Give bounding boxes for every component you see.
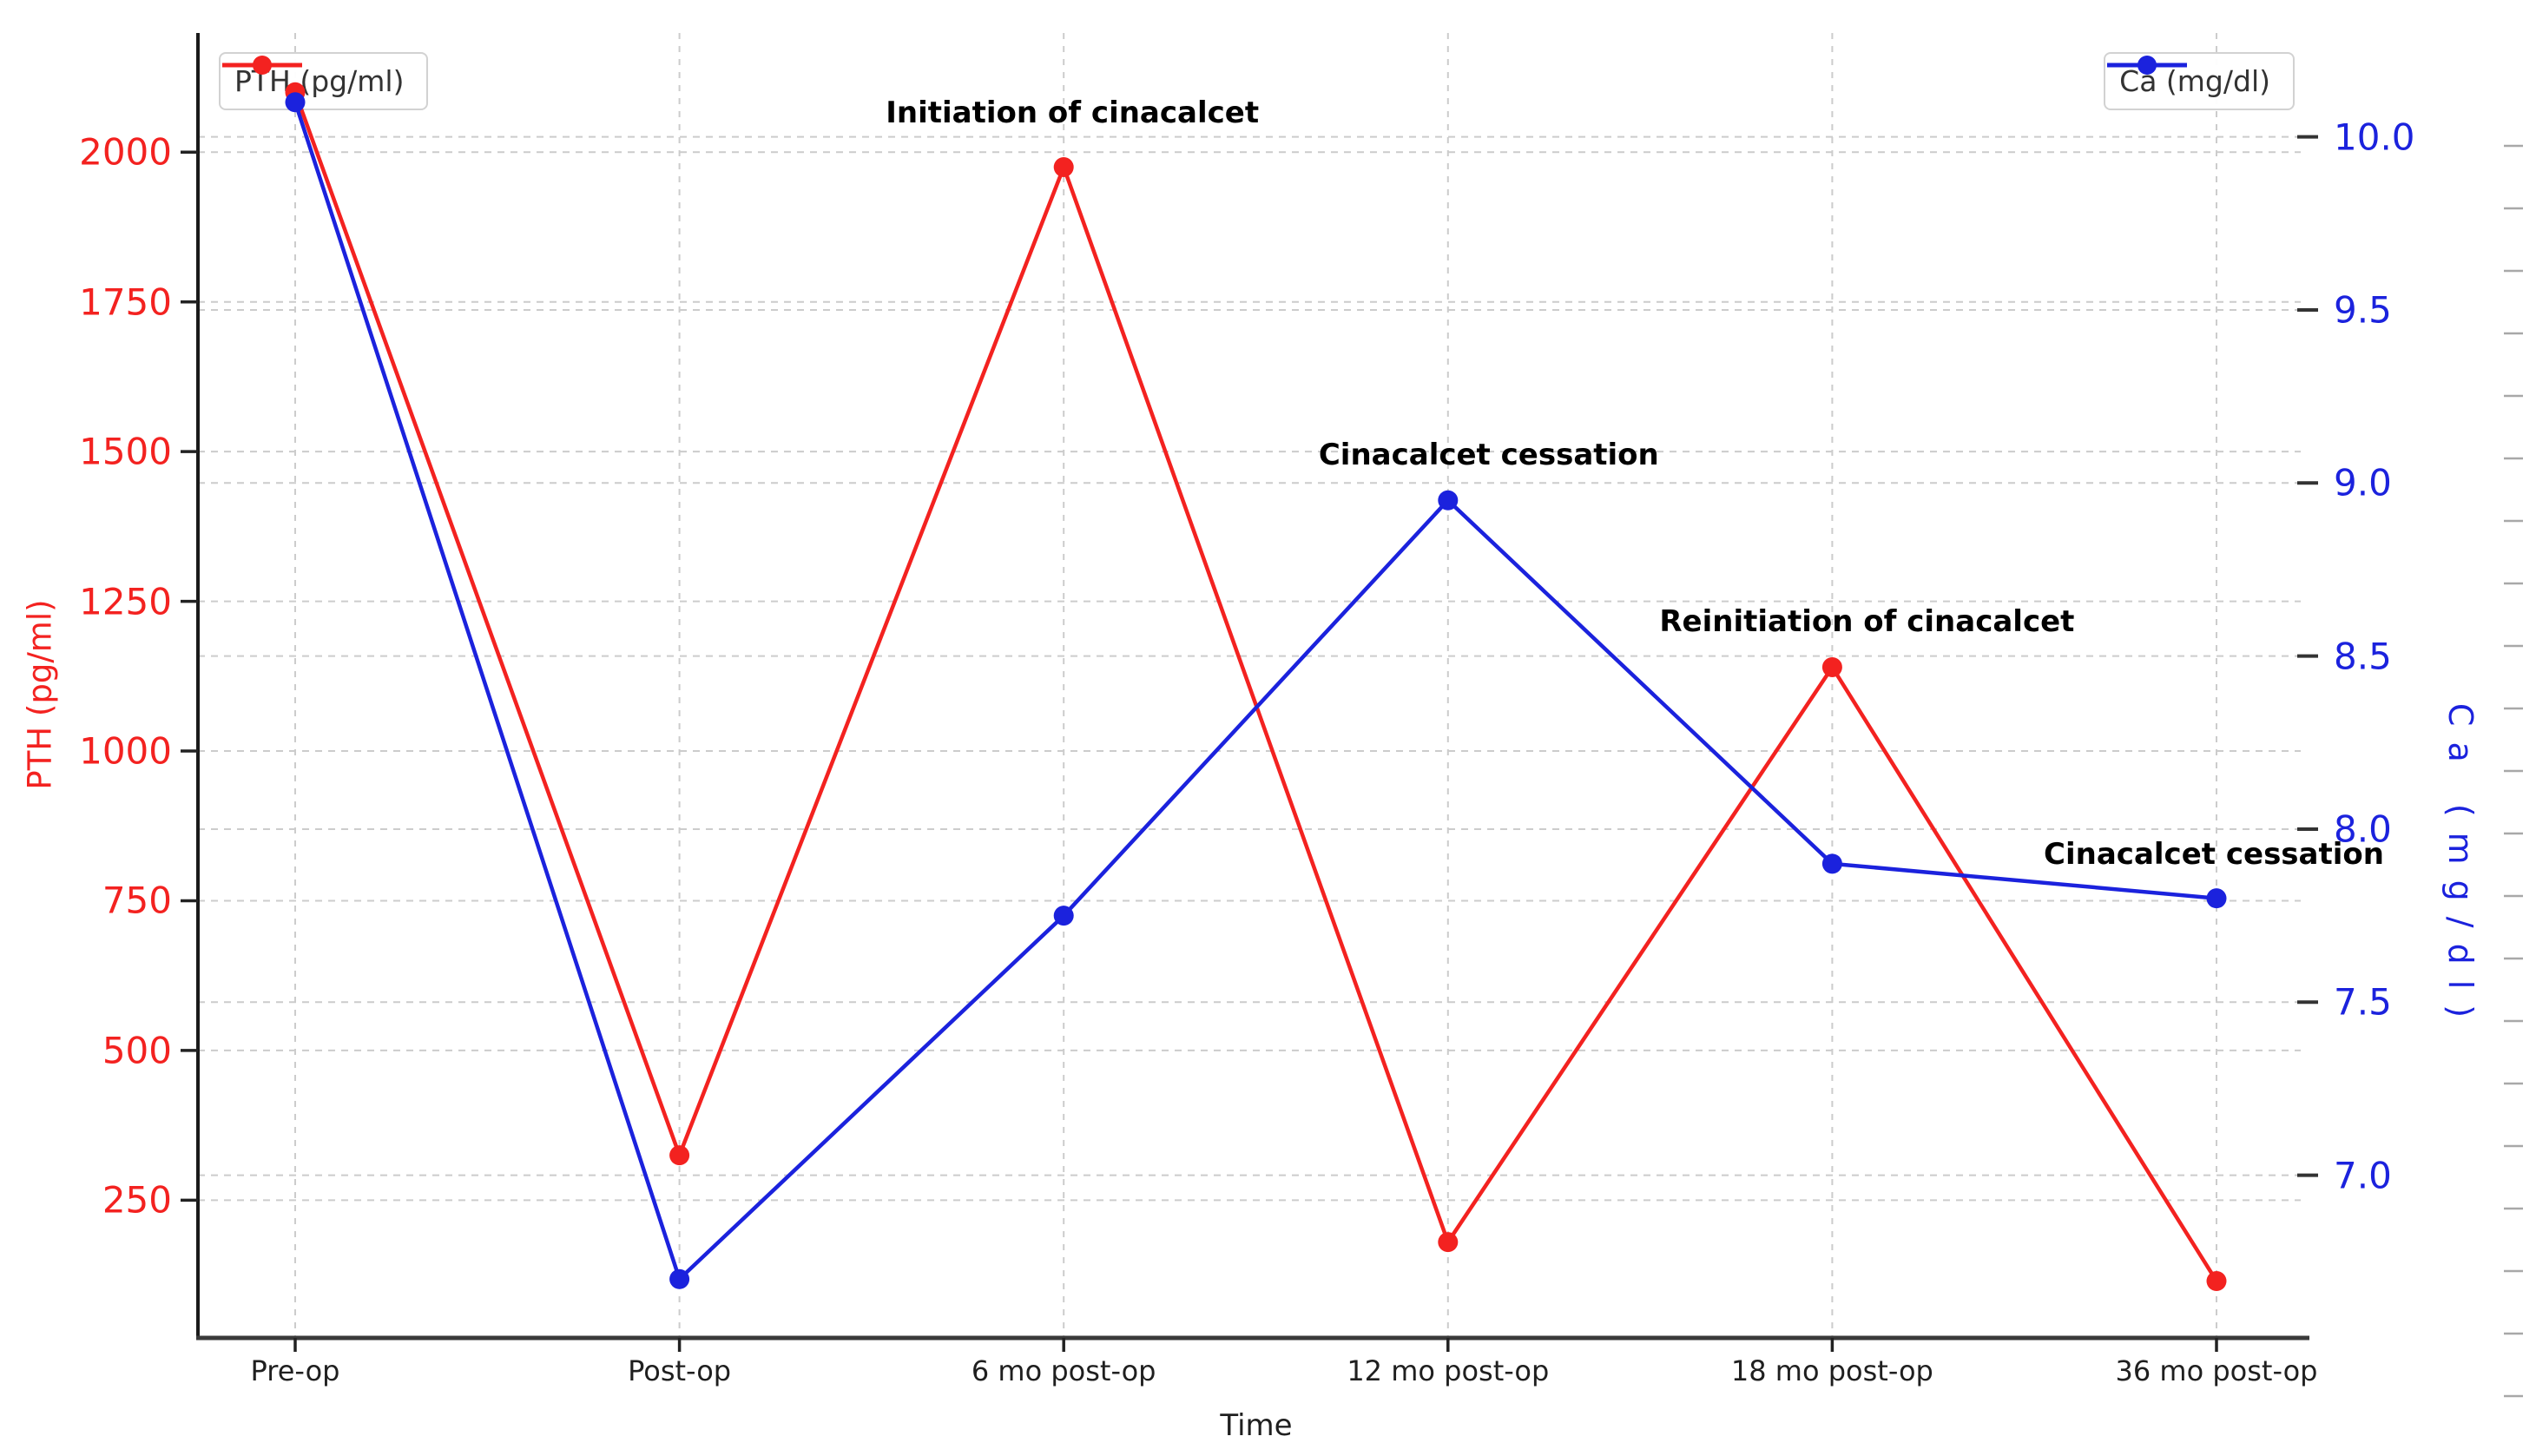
left-axis-tick-label: 1000 — [79, 729, 172, 773]
right-axis-tick-label: 8.5 — [2334, 635, 2392, 678]
series-point-right — [669, 1268, 690, 1289]
series-point-right — [285, 92, 306, 113]
series-point-left — [2206, 1270, 2227, 1291]
series-line-left — [293, 91, 2218, 1282]
right-axis-tick-label: 9.0 — [2334, 461, 2392, 504]
right-axis-tick-label: 7.5 — [2334, 980, 2392, 1024]
chart-annotation: Reinitiation of cinacalcet — [1659, 604, 2075, 639]
series-point-right — [1053, 906, 1074, 926]
x-axis-tick-label: Post-op — [628, 1354, 732, 1387]
x-axis-tick-label: 6 mo post-op — [971, 1354, 1156, 1387]
chart-annotation: Cinacalcet cessation — [2044, 837, 2384, 872]
series-point-right — [1438, 490, 1459, 511]
chart-annotation: Cinacalcet cessation — [1318, 438, 1659, 472]
series-point-left — [669, 1145, 690, 1166]
series-point-right — [2206, 888, 2227, 909]
series-point-left — [1438, 1232, 1459, 1253]
right-axis-tick-label: 9.5 — [2334, 288, 2392, 332]
right-axis-tick-label: 7.0 — [2334, 1154, 2392, 1197]
right-axis-title: Ca (mg/dl) — [2441, 702, 2480, 1034]
left-axis-tick-label: 1500 — [79, 430, 172, 473]
ca-legend-marker-icon — [2107, 56, 2188, 75]
series-point-left — [1821, 656, 1842, 677]
x-axis-tick-label: Pre-op — [250, 1354, 340, 1387]
pth-legend-marker-icon — [222, 56, 302, 75]
left-axis-tick-label: 1750 — [79, 280, 172, 324]
series-point-right — [1821, 853, 1842, 874]
x-axis-tick-label: 12 mo post-op — [1347, 1354, 1550, 1387]
series-point-left — [1053, 157, 1074, 178]
left-axis-tick-label: 500 — [102, 1029, 172, 1072]
legend-pth: PTH (pg/ml) — [219, 52, 429, 110]
chart-annotation: Initiation of cinacalcet — [886, 96, 1260, 130]
right-axis-tick-label: 8.0 — [2334, 807, 2392, 851]
x-axis-tick-label: 36 mo post-op — [2115, 1354, 2318, 1387]
x-axis-title: Time — [1220, 1408, 1293, 1443]
x-axis-tick-label: 18 mo post-op — [1730, 1354, 1933, 1387]
left-axis-tick-label: 1250 — [79, 580, 172, 623]
left-axis-tick-label: 250 — [102, 1178, 172, 1222]
series-line-right — [293, 102, 2217, 1283]
right-axis-tick-label: 10.0 — [2334, 115, 2415, 159]
left-axis-tick-label: 2000 — [79, 130, 172, 174]
left-axis-tick-label: 750 — [102, 879, 172, 922]
legend-ca: Ca (mg/dl) — [2104, 52, 2295, 110]
